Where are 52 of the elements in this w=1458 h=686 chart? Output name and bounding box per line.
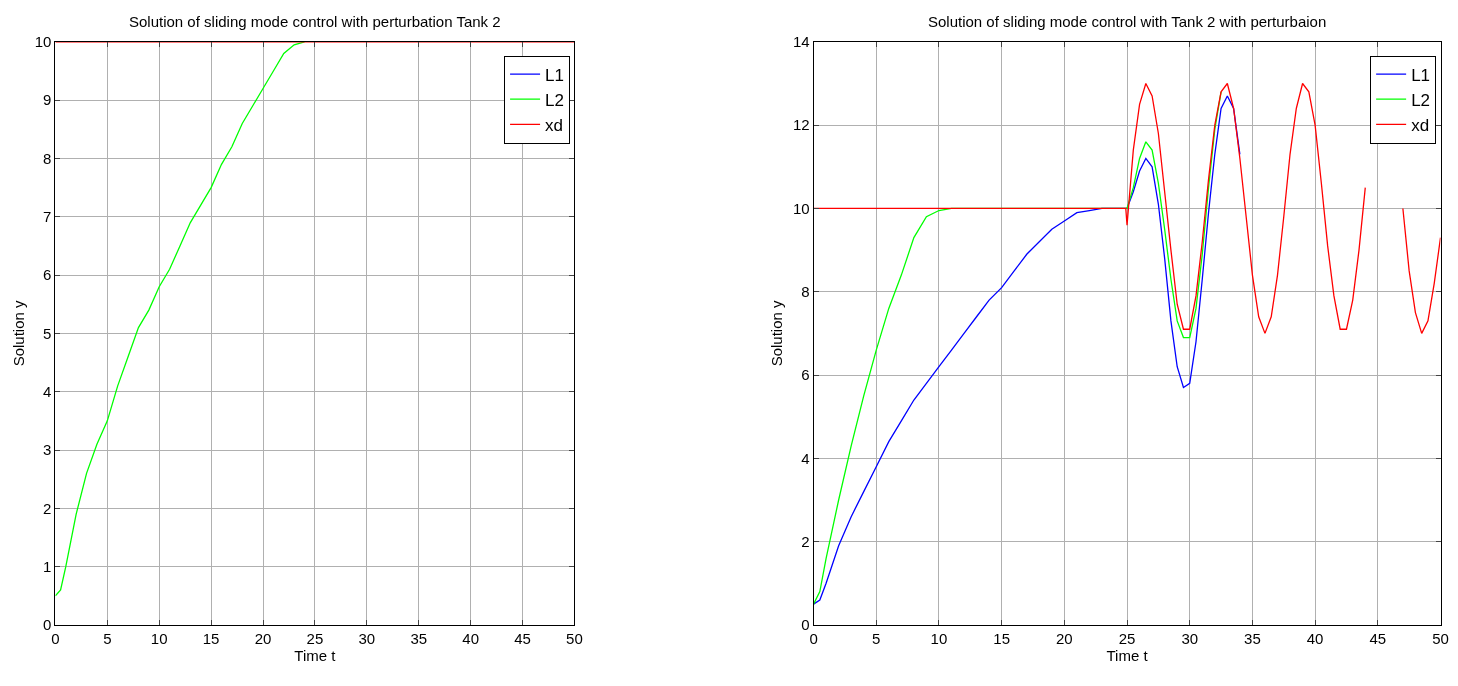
y-tick-label: 4 bbox=[801, 449, 810, 467]
x-tick-label: 15 bbox=[993, 629, 1010, 647]
y-tick-label: 10 bbox=[34, 33, 52, 51]
y-tick-label: 14 bbox=[792, 33, 810, 51]
y-tick-label: 12 bbox=[792, 116, 810, 134]
x-tick-label: 40 bbox=[462, 629, 479, 647]
x-tick-label: 10 bbox=[150, 629, 168, 647]
x-tick-label: 10 bbox=[930, 629, 948, 647]
x-tick-label: 45 bbox=[514, 629, 531, 647]
x-tick-label: 5 bbox=[103, 629, 112, 647]
x-tick-label: 35 bbox=[410, 629, 428, 647]
x-tick-label: 45 bbox=[1369, 629, 1387, 647]
x-axis-title: Time t bbox=[1106, 646, 1149, 664]
x-tick-label: 20 bbox=[254, 629, 272, 647]
x-tick-label: 20 bbox=[1056, 629, 1073, 647]
y-tick-label: 0 bbox=[43, 616, 52, 634]
y-axis-title: Solution y bbox=[9, 299, 27, 367]
y-tick-label: 7 bbox=[43, 208, 52, 226]
x-tick-label: 50 bbox=[566, 629, 583, 647]
y-tick-label: 0 bbox=[801, 616, 810, 634]
legend-label: L1 bbox=[1411, 65, 1431, 85]
x-axis-title: Time t bbox=[294, 646, 337, 664]
legend-label: xd bbox=[545, 115, 564, 135]
x-tick-label: 25 bbox=[306, 629, 324, 647]
x-tick-label: 25 bbox=[1118, 629, 1136, 647]
y-tick-label: 6 bbox=[43, 266, 52, 284]
y-tick-label: 3 bbox=[43, 441, 52, 459]
legend-label: L1 bbox=[545, 65, 564, 85]
y-tick-label: 4 bbox=[43, 382, 52, 400]
y-tick-label: 9 bbox=[43, 91, 52, 109]
x-tick-label: 40 bbox=[1306, 629, 1324, 647]
x-tick-label: 50 bbox=[1432, 629, 1449, 647]
legend-label: xd bbox=[1411, 115, 1430, 135]
y-tick-label: 8 bbox=[43, 149, 52, 167]
x-tick-label: 15 bbox=[202, 629, 220, 647]
y-tick-label: 10 bbox=[792, 199, 810, 217]
legend-label: L2 bbox=[545, 90, 564, 110]
x-tick-label: 35 bbox=[1244, 629, 1261, 647]
y-axis-title: Solution y bbox=[768, 299, 786, 367]
x-tick-label: 30 bbox=[1181, 629, 1199, 647]
y-tick-label: 8 bbox=[801, 283, 810, 300]
y-tick-label: 6 bbox=[801, 366, 810, 384]
chart-title: Solution of sliding mode control with perturbation Tank 2 bbox=[129, 13, 501, 30]
x-tick-label: 30 bbox=[358, 629, 376, 647]
y-tick-label: 2 bbox=[43, 499, 52, 517]
y-tick-label: 1 bbox=[43, 557, 52, 575]
legend-label: L2 bbox=[1411, 90, 1431, 110]
line-series bbox=[55, 41, 306, 597]
x-tick-label: 5 bbox=[872, 629, 881, 647]
chart-title: Solution of sliding mode control with Tank 2 with perturbaion bbox=[928, 13, 1327, 30]
y-tick-label: 5 bbox=[43, 324, 52, 342]
y-tick-label: 2 bbox=[801, 532, 810, 550]
